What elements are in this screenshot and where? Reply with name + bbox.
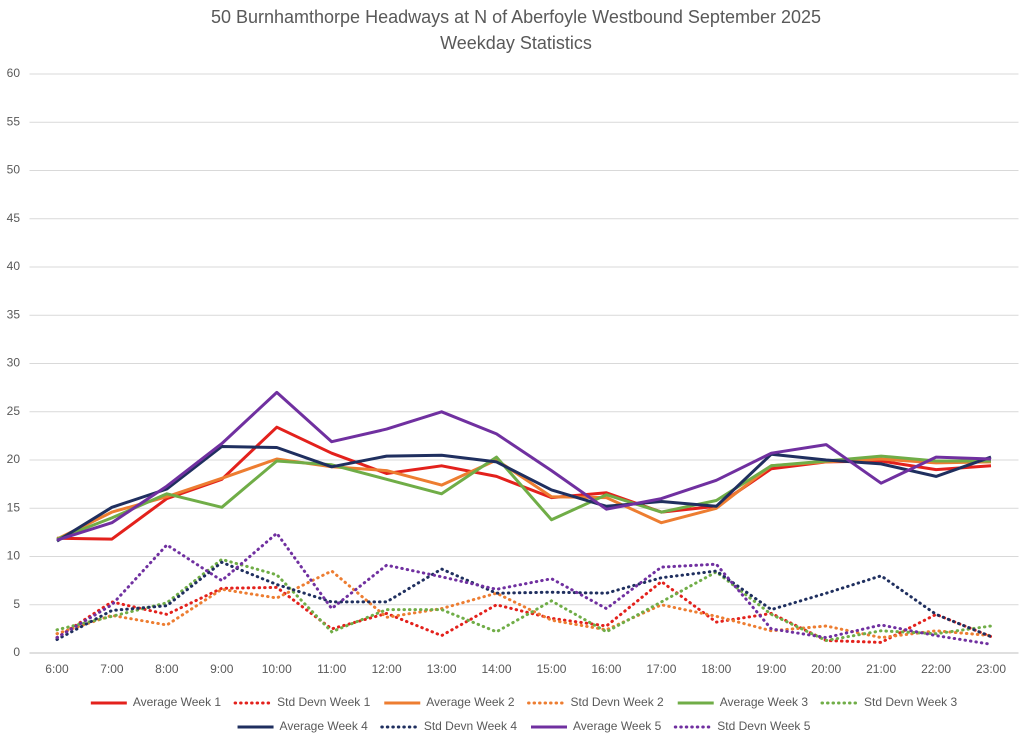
series-line [56,445,992,543]
x-tick-label: 23:00 [976,662,1006,676]
x-tick-label: 13:00 [427,662,457,676]
x-tick-label: 7:00 [100,662,124,676]
x-tick-label: 18:00 [701,662,731,676]
y-tick-label: 40 [7,259,21,273]
x-tick-label: 22:00 [921,662,951,676]
legend-label: Average Week 2 [426,695,515,709]
legend-label: Std Devn Week 2 [571,695,664,709]
legend-label: Std Devn Week 3 [864,695,957,709]
legend-label: Average Week 4 [280,719,369,733]
legend-label: Average Week 5 [573,719,662,733]
y-tick-label: 50 [7,163,21,177]
x-tick-label: 8:00 [155,662,179,676]
x-tick-label: 19:00 [756,662,786,676]
legend-label: Std Devn Week 4 [424,719,517,733]
y-tick-label: 0 [13,645,20,659]
y-tick-label: 10 [7,549,21,563]
x-tick-label: 6:00 [45,662,69,676]
legend-label: Average Week 3 [720,695,809,709]
y-tick-label: 25 [7,404,21,418]
y-tick-label: 45 [7,211,21,225]
chart-subtitle: Weekday Statistics [440,33,592,53]
x-tick-label: 12:00 [372,662,402,676]
x-tick-label: 10:00 [262,662,292,676]
series-line [56,390,992,542]
y-tick-label: 20 [7,452,21,466]
x-tick-label: 15:00 [536,662,566,676]
legend-label: Average Week 1 [133,695,222,709]
x-tick-label: 14:00 [482,662,512,676]
x-tick-label: 9:00 [210,662,234,676]
legend-label: Std Devn Week 5 [717,719,810,733]
series-line [55,531,993,646]
legend-label: Std Devn Week 1 [277,695,370,709]
x-tick-label: 21:00 [866,662,896,676]
legend-row: Average Week 1 Std Devn Week 1 Average Wee… [90,695,957,709]
y-tick-label: 35 [7,307,21,321]
y-tick-label: 5 [13,597,20,611]
series-line [55,569,993,640]
y-tick-label: 30 [7,356,21,370]
chart-title: 50 Burnhamthorpe Headways at N of Aberfo… [211,7,821,27]
series-line [55,560,993,641]
y-tick-label: 15 [7,500,21,514]
x-tick-label: 11:00 [317,662,346,676]
y-tick-label: 55 [7,114,21,128]
series-line [55,579,993,644]
series-line [55,557,993,643]
x-tick-label: 20:00 [811,662,841,676]
x-tick-label: 16:00 [591,662,621,676]
y-tick-label: 60 [7,66,21,80]
x-tick-label: 17:00 [646,662,676,676]
legend-row: Average Week 4 Std Devn Week 4 Average Wee… [237,719,811,733]
